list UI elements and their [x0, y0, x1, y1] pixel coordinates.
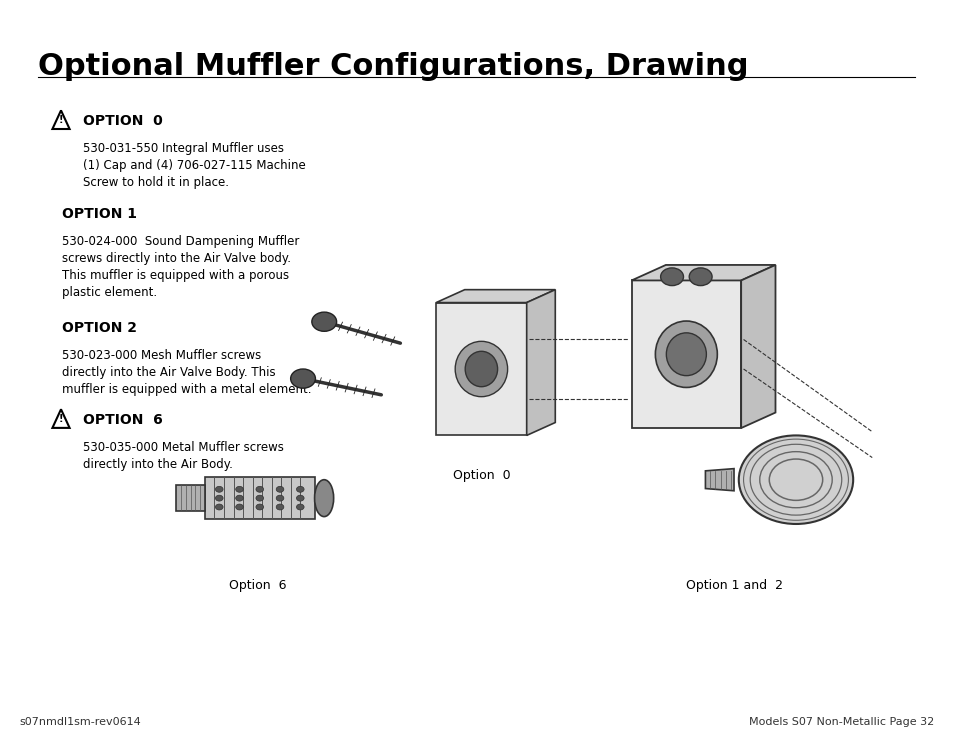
- Text: s07nmdl1sm-rev0614: s07nmdl1sm-rev0614: [19, 717, 141, 727]
- Text: 530-035-000 Metal Muffler screws
directly into the Air Body.: 530-035-000 Metal Muffler screws directl…: [83, 441, 283, 472]
- Polygon shape: [436, 303, 526, 435]
- Text: Option 1 and  2: Option 1 and 2: [685, 579, 781, 593]
- Circle shape: [296, 486, 304, 492]
- Text: Optional Muffler Configurations, Drawing: Optional Muffler Configurations, Drawing: [38, 52, 748, 80]
- Text: 530-031-550 Integral Muffler uses
(1) Cap and (4) 706-027-115 Machine
Screw to h: 530-031-550 Integral Muffler uses (1) Ca…: [83, 142, 305, 190]
- Circle shape: [255, 504, 263, 510]
- Circle shape: [215, 486, 223, 492]
- Circle shape: [296, 495, 304, 501]
- Polygon shape: [176, 485, 205, 511]
- Circle shape: [255, 495, 263, 501]
- Polygon shape: [436, 290, 555, 303]
- Circle shape: [215, 504, 223, 510]
- Circle shape: [312, 312, 336, 331]
- Circle shape: [276, 504, 284, 510]
- Text: OPTION 2: OPTION 2: [62, 321, 137, 335]
- Ellipse shape: [655, 321, 717, 387]
- Polygon shape: [631, 265, 775, 280]
- Polygon shape: [526, 290, 555, 435]
- Circle shape: [215, 495, 223, 501]
- Circle shape: [688, 268, 711, 286]
- Polygon shape: [704, 469, 733, 491]
- Polygon shape: [740, 265, 775, 428]
- Ellipse shape: [465, 351, 497, 387]
- Text: OPTION  0: OPTION 0: [83, 114, 163, 128]
- Ellipse shape: [665, 333, 705, 376]
- Text: OPTION 1: OPTION 1: [62, 207, 137, 221]
- Polygon shape: [205, 477, 314, 519]
- Circle shape: [235, 504, 243, 510]
- Text: Models S07 Non-Metallic Page 32: Models S07 Non-Metallic Page 32: [748, 717, 933, 727]
- Circle shape: [296, 504, 304, 510]
- Circle shape: [738, 435, 852, 524]
- Text: !: !: [59, 114, 63, 125]
- Circle shape: [235, 486, 243, 492]
- Circle shape: [659, 268, 682, 286]
- Circle shape: [276, 495, 284, 501]
- Polygon shape: [631, 280, 740, 428]
- Circle shape: [276, 486, 284, 492]
- Text: !: !: [59, 413, 63, 424]
- Circle shape: [255, 486, 263, 492]
- Circle shape: [291, 369, 315, 388]
- Text: 530-024-000  Sound Dampening Muffler
screws directly into the Air Valve body.
Th: 530-024-000 Sound Dampening Muffler scre…: [62, 235, 299, 299]
- Circle shape: [235, 495, 243, 501]
- Text: 530-023-000 Mesh Muffler screws
directly into the Air Valve Body. This
muffler i: 530-023-000 Mesh Muffler screws directly…: [62, 349, 311, 396]
- Text: Option  6: Option 6: [229, 579, 286, 593]
- Ellipse shape: [455, 341, 507, 397]
- Text: Option  0: Option 0: [452, 469, 510, 482]
- Text: OPTION  6: OPTION 6: [83, 413, 163, 427]
- Ellipse shape: [314, 480, 334, 517]
